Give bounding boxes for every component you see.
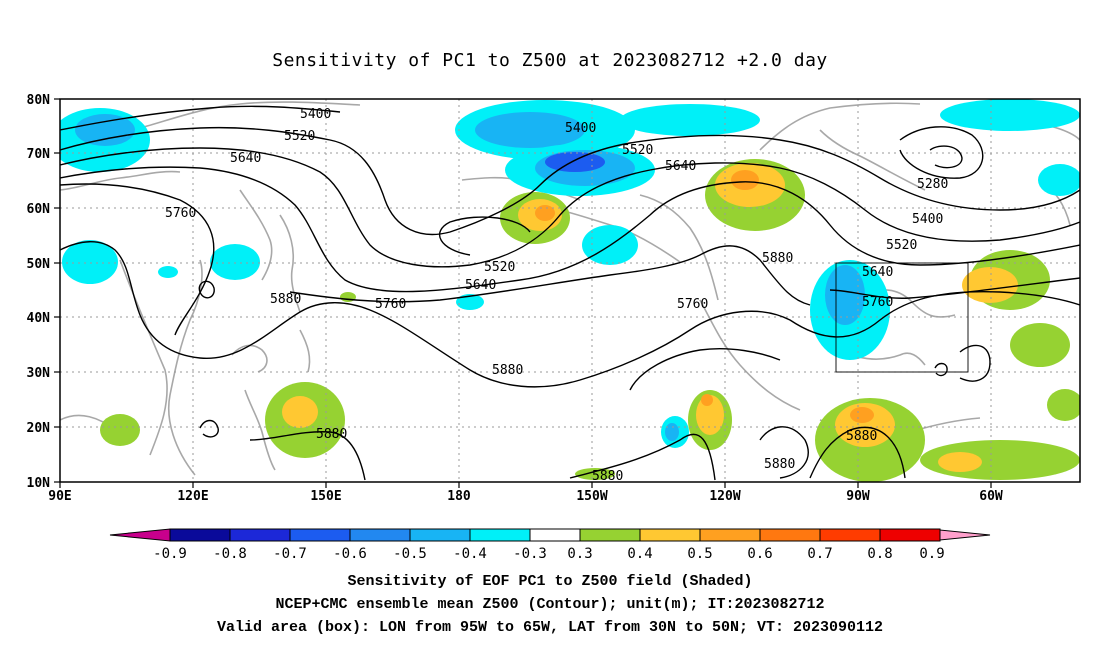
colorbar-label: -0.4 xyxy=(453,546,487,562)
colorbar-swatch xyxy=(289,528,351,542)
colorbar-label: 0.6 xyxy=(747,546,772,562)
contour-label: 5520 xyxy=(284,129,315,144)
lon-label: 180 xyxy=(447,489,471,504)
contour-label: 5880 xyxy=(270,292,301,307)
contour-label: 5520 xyxy=(484,260,515,275)
contour-label: 5760 xyxy=(165,206,196,221)
colorbar-label: -0.3 xyxy=(513,546,547,562)
caption-line-2: NCEP+CMC ensemble mean Z500 (Contour); u… xyxy=(275,596,825,613)
contour-label: 5880 xyxy=(762,251,793,266)
contour-label: 5880 xyxy=(592,469,623,484)
map-panel: 5400 5520 5640 5760 5880 5400 5520 5640 … xyxy=(27,93,1081,504)
caption-line-3: Valid area (box): LON from 95W to 65W, L… xyxy=(216,619,884,636)
lat-label: 30N xyxy=(27,366,51,381)
lon-label: 60W xyxy=(979,489,1003,504)
contour-label: 5880 xyxy=(492,363,523,378)
contour-label: 5640 xyxy=(862,265,893,280)
colorbar-swatch xyxy=(699,528,761,542)
colorbar-label: 0.7 xyxy=(807,546,832,562)
colorbar-label: 0.8 xyxy=(867,546,892,562)
map-title: Sensitivity of PC1 to Z500 at 2023082712… xyxy=(272,50,828,71)
graticule xyxy=(60,99,1080,482)
colorbar-label: 0.4 xyxy=(627,546,652,562)
colorbar-label: 0.5 xyxy=(687,546,712,562)
lon-label: 150W xyxy=(576,489,607,504)
contour-label: 5400 xyxy=(912,212,943,227)
lon-label: 120E xyxy=(177,489,208,504)
contour-label: 5880 xyxy=(764,457,795,472)
contour-label: 5880 xyxy=(316,427,347,442)
lat-label: 80N xyxy=(27,93,51,108)
contour-label: 5520 xyxy=(622,143,653,158)
colorbar-swatch xyxy=(529,528,581,542)
colorbar-swatch xyxy=(169,528,231,542)
lat-label: 50N xyxy=(27,257,51,272)
lon-label: 120W xyxy=(709,489,740,504)
colorbar-swatch xyxy=(759,528,821,542)
colorbar-label: -0.6 xyxy=(333,546,367,562)
colorbar-swatch xyxy=(879,528,941,542)
lat-label: 10N xyxy=(27,476,51,491)
lon-label: 90W xyxy=(846,489,870,504)
axis-ticks xyxy=(54,98,992,488)
colorbar-swatch xyxy=(409,528,471,542)
caption-line-1: Sensitivity of EOF PC1 to Z500 field (Sh… xyxy=(347,573,753,590)
contour-label: 5760 xyxy=(677,297,708,312)
z500-contours xyxy=(60,105,1080,481)
lat-label: 40N xyxy=(27,311,51,326)
colorbar-label: 0.9 xyxy=(919,546,944,562)
colorbar-labels: -0.9 -0.8 -0.7 -0.6 -0.5 -0.4 -0.3 0.3 0… xyxy=(153,546,945,562)
contour-label: 5400 xyxy=(300,107,331,122)
contour-label: 5640 xyxy=(230,151,261,166)
contour-label: 5760 xyxy=(375,297,406,312)
colorbar-swatch xyxy=(639,528,701,542)
contour-label: 5640 xyxy=(465,278,496,293)
contour-label: 5760 xyxy=(862,295,893,310)
lon-label: 150E xyxy=(310,489,341,504)
colorbar-swatch xyxy=(349,528,411,542)
colorbar-swatch xyxy=(579,528,641,542)
shading-negative xyxy=(60,99,1080,448)
shading-positive xyxy=(100,159,1080,482)
map-frame xyxy=(59,98,1081,483)
contour-label: 5280 xyxy=(917,177,948,192)
contour-label-group: 5400 5520 5640 5760 5880 5400 5520 5640 … xyxy=(165,107,948,484)
colorbar-under-triangle xyxy=(109,528,171,542)
colorbar-label: 0.3 xyxy=(567,546,592,562)
lat-label: 20N xyxy=(27,421,51,436)
valid-area-box xyxy=(835,262,969,373)
lat-label: 60N xyxy=(27,202,51,217)
colorbar-label: -0.8 xyxy=(213,546,247,562)
contour-label: 5640 xyxy=(665,159,696,174)
lat-label: 70N xyxy=(27,147,51,162)
contour-label: 5880 xyxy=(846,429,877,444)
colorbar-label: -0.5 xyxy=(393,546,427,562)
contour-label: 5520 xyxy=(886,238,917,253)
colorbar-swatch xyxy=(469,528,531,542)
colorbar-swatch xyxy=(229,528,291,542)
colorbar-boxes xyxy=(169,528,941,542)
colorbar-label: -0.7 xyxy=(273,546,307,562)
colorbar-label: -0.9 xyxy=(153,546,187,562)
colorbar: -0.9 -0.8 -0.7 -0.6 -0.5 -0.4 -0.3 0.3 0… xyxy=(109,528,991,562)
colorbar-swatch xyxy=(819,528,881,542)
lon-label: 90E xyxy=(48,489,71,504)
contour-label: 5400 xyxy=(565,121,596,136)
